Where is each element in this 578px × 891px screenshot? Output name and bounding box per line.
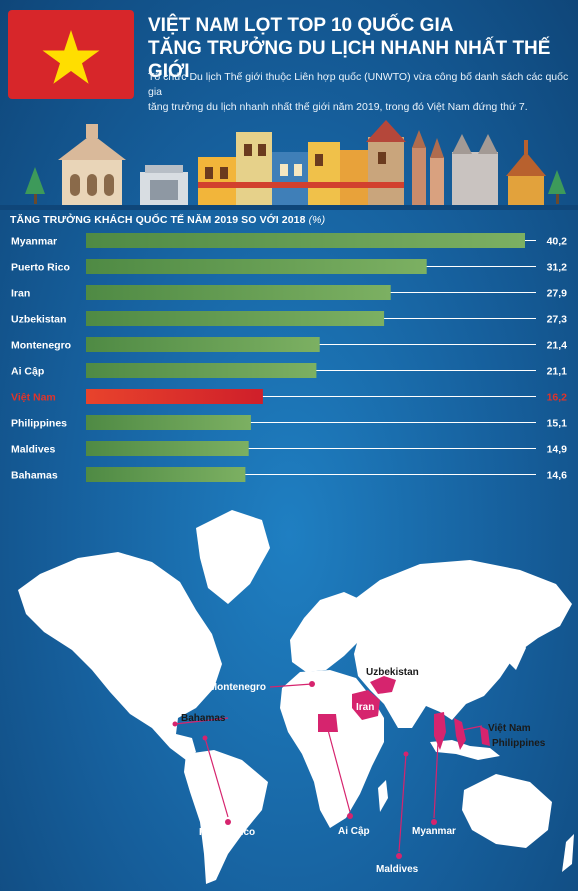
bar-philippines: [86, 415, 251, 430]
map-label-vietnam: Việt Nam: [488, 723, 531, 734]
bar-montenegro: [86, 337, 320, 352]
leader-dots: [225, 813, 437, 859]
chart-title-text: TĂNG TRƯỞNG KHÁCH QUỐC TẾ NĂM 2019 SO VỚ…: [10, 214, 306, 226]
map-label-uzbekistan: Uzbekistan: [366, 667, 419, 678]
asia-landmass: [348, 560, 572, 728]
cathedral-icon: [412, 130, 498, 205]
australia-landmass: [462, 774, 552, 848]
southeast-asia-islands: [430, 740, 500, 760]
flag-star-icon: [42, 30, 100, 84]
value-label-ai-cap: 21,1: [547, 366, 568, 378]
subtitle-line-2: tăng trưởng du lịch nhanh nhất thế giới …: [148, 101, 528, 113]
subtitle-line-1: Tổ chức Du lịch Thế giới thuộc Liên hợp …: [148, 71, 569, 98]
new-zealand-landmass: [562, 834, 574, 872]
landmarks-skyline-illustration: [0, 120, 578, 210]
philippines-shape: [480, 726, 490, 746]
map-label-bahamas: Bahamas: [181, 713, 226, 724]
title-line-1: VIỆT NAM LỌT TOP 10 QUỐC GIA: [148, 15, 454, 36]
church-icon: [506, 140, 546, 205]
category-label-puerto-rico: Puerto Rico: [11, 262, 70, 274]
category-label-philippines: Philippines: [11, 418, 67, 430]
category-label-ai-cap: Ai Cập: [11, 366, 44, 378]
iran-shape: [352, 690, 380, 720]
bar-puerto-rico: [86, 259, 427, 274]
category-label-uzbekistan: Uzbekistan: [11, 314, 66, 326]
mausoleum-icon: [140, 165, 188, 205]
bar-bahamas: [86, 467, 246, 482]
bar-uzbekistan: [86, 311, 385, 326]
bar-iran: [86, 285, 391, 300]
category-label-viet-nam: Việt Nam: [11, 392, 56, 404]
map-label-myanmar: Myanmar: [412, 826, 456, 837]
value-label-maldives: 14,9: [547, 444, 568, 456]
value-label-myanmar: 40,2: [547, 236, 568, 248]
category-label-maldives: Maldives: [11, 444, 56, 456]
vietnam-shape: [454, 718, 466, 750]
vietnam-flag: [8, 10, 134, 99]
title-line-2: TĂNG TRƯỞNG DU LỊCH NHANH NHẤT THẾ GIỚI: [148, 38, 551, 82]
chart-title: TĂNG TRƯỞNG KHÁCH QUỐC TẾ NĂM 2019 SO VỚ…: [10, 214, 325, 226]
bar-viet-nam: [86, 389, 263, 404]
map-label-puerto-rico: Puerto Rico: [199, 827, 255, 838]
value-label-uzbekistan: 27,3: [547, 314, 568, 326]
tree-icon: [548, 170, 566, 204]
page-title: VIỆT NAM LỌT TOP 10 QUỐC GIA TĂNG TRƯỞNG…: [148, 14, 573, 83]
opera-house-icon: [58, 124, 126, 205]
map-label-egypt: Ai Cập: [338, 826, 370, 837]
world-map: Uzbekistan Iran Montenegro Bahamas Việt …: [18, 510, 574, 884]
south-america-landmass: [184, 750, 268, 884]
category-label-myanmar: Myanmar: [11, 236, 57, 248]
bar-myanmar: [86, 233, 525, 248]
myanmar-shape: [434, 712, 446, 750]
map-label-philippines: Philippines: [492, 738, 546, 749]
chart-unit: (%): [308, 214, 326, 226]
japan-landmass: [508, 632, 526, 670]
continents: [18, 510, 574, 884]
value-label-viet-nam: 16,2: [547, 392, 568, 404]
category-label-iran: Iran: [11, 288, 30, 300]
tree-icon: [25, 167, 45, 204]
leader-lines: [174, 683, 483, 853]
greenland-landmass: [196, 510, 270, 604]
map-label-maldives: Maldives: [376, 864, 419, 875]
value-label-puerto-rico: 31,2: [547, 262, 568, 274]
page-subtitle: Tổ chức Du lịch Thế giới thuộc Liên hợp …: [148, 70, 573, 115]
old-quarter-houses-icon: [198, 120, 406, 205]
category-label-montenegro: Montenegro: [11, 340, 71, 352]
map-label-iran: Iran: [356, 702, 374, 713]
egypt-shape: [318, 714, 338, 732]
value-label-iran: 27,9: [547, 288, 568, 300]
madagascar-landmass: [378, 780, 388, 812]
map-label-montenegro: Montenegro: [209, 682, 266, 693]
category-label-bahamas: Bahamas: [11, 470, 58, 482]
bar-maldives: [86, 441, 249, 456]
value-label-montenegro: 21,4: [547, 340, 568, 352]
bar-ai-cap: [86, 363, 317, 378]
value-label-philippines: 15,1: [547, 418, 568, 430]
uzbekistan-shape: [370, 676, 396, 694]
highlighted-countries: [172, 676, 490, 757]
growth-bar-chart: Myanmar 40,2 Puerto Rico 31,2 Iran 27,9 Uzbeki…: [11, 233, 568, 482]
value-label-bahamas: 14,6: [547, 470, 568, 482]
north-america-landmass: [18, 552, 222, 760]
